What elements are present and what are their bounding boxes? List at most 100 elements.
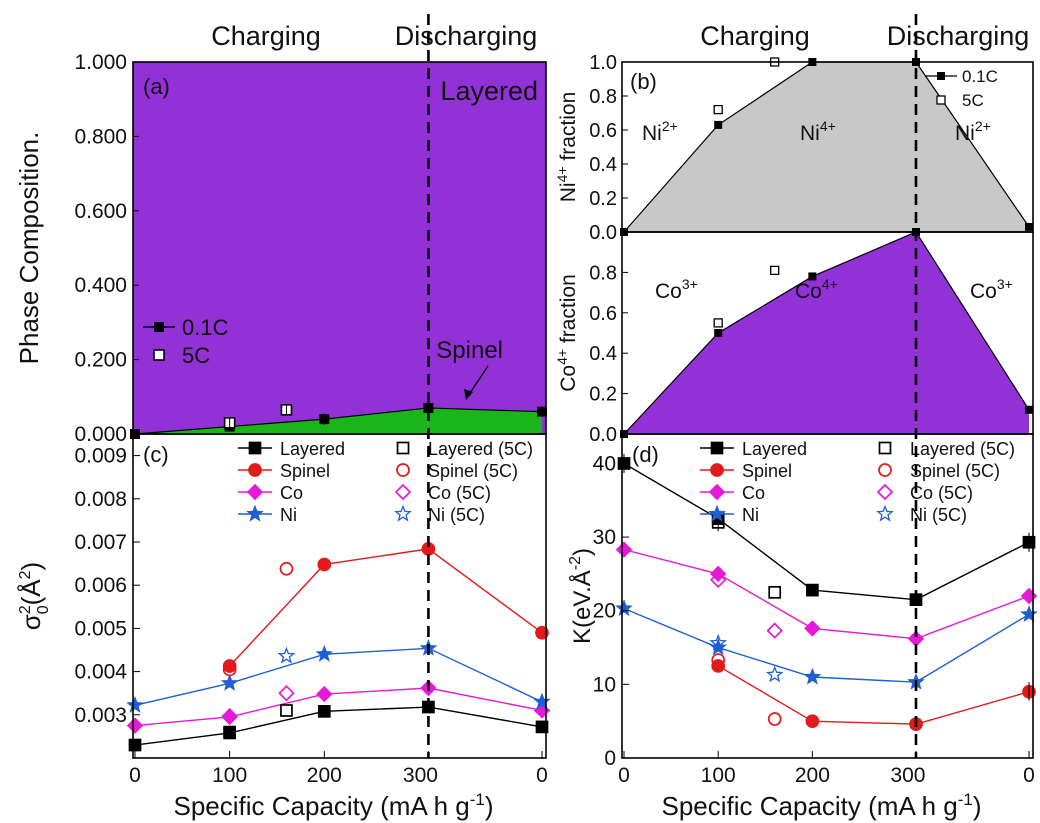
data-point-co bbox=[316, 685, 333, 703]
legend-label-spinel: Spinel bbox=[742, 461, 792, 481]
legend-marker-5C bbox=[153, 349, 165, 361]
series-line-spinel bbox=[717, 665, 1030, 725]
legend-marker-5C bbox=[936, 95, 946, 105]
legend-label-5C: 5C bbox=[182, 343, 210, 368]
y-tick-label: 0.4 bbox=[589, 154, 617, 176]
legend-marker-co-5c bbox=[876, 483, 894, 501]
legend-marker-spinel bbox=[710, 463, 724, 477]
legend-label-layered-5c: Layered (5C) bbox=[910, 439, 1015, 459]
x-tick-label: 300 bbox=[890, 764, 925, 787]
y-tick-label: 0.008 bbox=[74, 488, 127, 511]
legend-label-ni-5c: Ni (5C) bbox=[910, 505, 967, 525]
legend-label-co-5c: Co (5C) bbox=[428, 483, 491, 503]
co-oxidation-annotation: Co4+ bbox=[795, 276, 838, 303]
x-tick-label: 200 bbox=[795, 764, 830, 787]
y-tick-label: 40 bbox=[593, 452, 616, 475]
y-tick-label: 0.6 bbox=[589, 303, 617, 325]
y-tick-label: 0.005 bbox=[74, 617, 127, 640]
data-point-0.1C bbox=[537, 406, 547, 417]
data-point-0.1C bbox=[423, 402, 434, 413]
series-line-co bbox=[623, 548, 1030, 640]
series-line-layered bbox=[134, 706, 543, 746]
legend-marker-layered-5c bbox=[878, 441, 892, 455]
spinel-arrowhead bbox=[464, 389, 473, 400]
data-point-spinel bbox=[222, 659, 237, 673]
y-axis-label-b-bottom: Co4+ fraction bbox=[554, 274, 580, 392]
y-tick-label: 1.000 bbox=[74, 51, 127, 74]
panel-label-b: (b) bbox=[630, 69, 657, 94]
co-oxidation-annotation: Co3+ bbox=[655, 276, 698, 303]
y-axis-label-d: K(eV.Å-2) bbox=[567, 548, 596, 644]
y-tick-label: 0.000 bbox=[74, 423, 127, 446]
legend-marker-co-5c bbox=[394, 483, 412, 501]
legend-marker-spinel-5c bbox=[878, 463, 892, 477]
legend-marker-ni bbox=[246, 504, 264, 522]
spinel-area bbox=[135, 407, 542, 434]
charging-header: Charging bbox=[700, 21, 810, 51]
legend-label-ni-5c: Ni (5C) bbox=[428, 505, 485, 525]
data-point-ni-5c bbox=[709, 633, 728, 651]
panel-label-d: (d) bbox=[632, 442, 659, 467]
data-point-spinel-5c bbox=[222, 662, 237, 677]
y-tick-label: 0.2 bbox=[589, 384, 617, 406]
data-point-co bbox=[615, 541, 633, 558]
legend-label-0.1C: 0.1C bbox=[962, 67, 998, 86]
y-tick-label: 0.007 bbox=[74, 531, 127, 554]
y-tick-label: 0.009 bbox=[74, 445, 127, 468]
data-point-spinel-5c bbox=[711, 653, 726, 667]
y-tick-label: 0.8 bbox=[589, 262, 617, 284]
legend-marker-0.1C bbox=[154, 322, 164, 332]
data-point-ni-5c bbox=[765, 665, 784, 683]
panel-label-a: (a) bbox=[143, 74, 170, 99]
data-point-0.1C bbox=[714, 120, 723, 129]
data-point-layered bbox=[128, 738, 142, 752]
y-axis-label-a: Phase Composition. bbox=[14, 132, 44, 365]
series-line-spinel bbox=[229, 548, 543, 667]
x-tick-label: 300 bbox=[403, 764, 438, 787]
y-tick-label: 0.200 bbox=[74, 349, 127, 372]
data-point-spinel-5c bbox=[279, 561, 294, 576]
data-point-ni bbox=[533, 692, 551, 710]
y-tick-label: 0.006 bbox=[74, 574, 127, 597]
data-point-layered-5c bbox=[280, 704, 293, 717]
legend-label-co: Co bbox=[742, 483, 765, 503]
series-line-co bbox=[134, 687, 543, 727]
data-point-co-5c bbox=[766, 622, 783, 639]
data-point-co-5c bbox=[221, 707, 238, 725]
y-tick-label: 10 bbox=[593, 673, 616, 696]
co-fraction-area bbox=[624, 232, 1029, 434]
data-point-co bbox=[804, 620, 821, 637]
x-tick-label: 100 bbox=[212, 764, 247, 787]
data-point-layered-5c bbox=[768, 585, 782, 599]
panel-label-c: (c) bbox=[143, 442, 169, 467]
legend-label-spinel: Spinel bbox=[280, 461, 330, 481]
panel-frame-d bbox=[621, 433, 1034, 759]
y-tick-label: 20 bbox=[593, 600, 616, 623]
data-point-co bbox=[1020, 587, 1038, 605]
legend-marker-spinel-5c bbox=[396, 463, 410, 477]
data-point-ni bbox=[803, 667, 822, 685]
y-tick-label: 0.0 bbox=[589, 222, 617, 244]
data-point-ni-5c bbox=[277, 646, 296, 664]
x-axis-label: Specific Capacity (mA h g-1) bbox=[661, 790, 981, 821]
legend-label-0.1C: 0.1C bbox=[182, 315, 229, 340]
legend-marker-layered bbox=[248, 441, 262, 455]
data-point-spinel-5c bbox=[767, 712, 782, 726]
data-point-ni bbox=[1020, 605, 1038, 622]
data-point-ni bbox=[615, 599, 633, 617]
spinel-arrow bbox=[467, 365, 489, 397]
data-point-0.1C bbox=[808, 272, 817, 281]
legend-marker-layered bbox=[710, 441, 724, 455]
data-point-5C bbox=[713, 104, 723, 115]
y-axis-label-b-top: Ni4+ fraction bbox=[554, 92, 580, 203]
charging-header: Charging bbox=[211, 21, 321, 51]
data-point-co bbox=[221, 708, 238, 726]
x-tick-label: 200 bbox=[307, 764, 342, 787]
y-tick-label: 0.6 bbox=[589, 120, 617, 142]
y-tick-label: 0.4 bbox=[589, 343, 617, 365]
y-axis-label-c: σ20(Å2) bbox=[16, 562, 52, 630]
legend-label-ni: Ni bbox=[280, 505, 297, 525]
discharging-header: Discharging bbox=[395, 21, 538, 51]
y-tick-label: 0 bbox=[604, 747, 616, 770]
ni-oxidation-annotation: Ni2+ bbox=[955, 118, 991, 145]
